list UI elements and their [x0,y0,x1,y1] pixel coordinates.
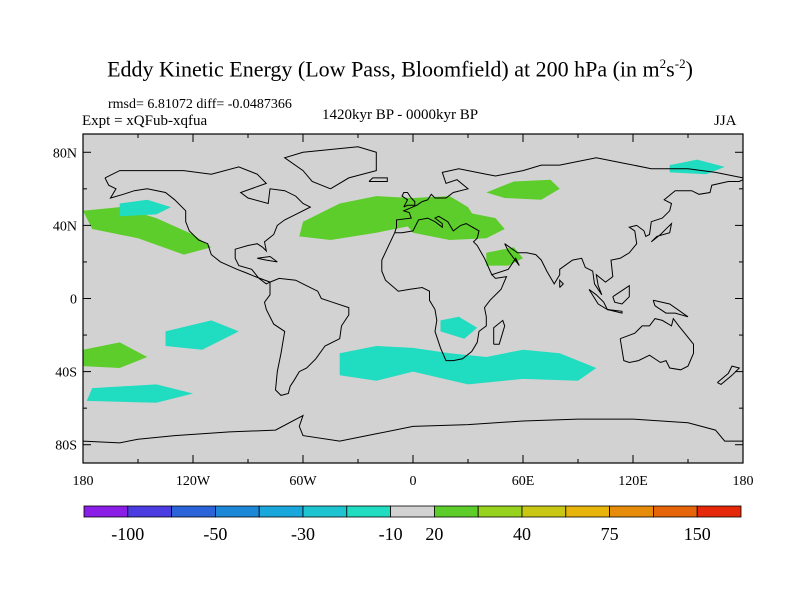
lon-tick-label: 60E [512,474,535,489]
coastline-7 [493,319,506,345]
period-label: 1420kyr BP - 0000kyr BP [322,107,479,123]
colorbar-box-4 [214,505,260,518]
colorbar-box-2 [127,505,173,518]
positive-anomaly-1 [83,207,212,255]
coastline-3 [394,157,744,233]
title-text: Eddy Kinetic Energy (Low Pass, Bloomfiel… [107,56,660,82]
colorbar-box-5 [258,505,304,518]
coastline-16 [716,365,741,385]
positive-anomaly-6 [83,342,148,368]
lon-tick-label: 120E [618,474,648,489]
positive-anomaly-3 [403,212,505,240]
coastline-11 [650,222,673,243]
title-close: ) [685,56,693,82]
lat-tick-label: 80N [53,146,77,161]
lat-tick-label: 40S [55,366,77,381]
coastline-8 [401,192,416,208]
coastline-2 [263,277,350,396]
lat-tick-label: 80S [55,439,77,454]
colorbar-box-8 [390,505,435,518]
lon-tick-label: 180 [73,474,94,489]
colorbar-label: 75 [601,524,619,544]
negative-anomaly-9 [339,346,597,385]
coastline-15 [652,299,689,318]
coastline-12 [588,288,609,311]
map-background [83,134,743,463]
experiment-label: Expt = xQFub-xqfua [82,113,208,129]
negative-anomaly-11 [165,320,239,350]
coastline-10 [368,177,388,182]
colorbar-label: 20 [425,524,443,544]
colorbar-label: -30 [291,524,315,544]
colorbar-box-6 [302,505,348,518]
lon-tick-label: 180 [733,474,754,489]
lat-tick-label: 40N [53,219,77,234]
colorbar-label: -10 [379,524,403,544]
lon-tick-label: 60W [289,474,317,489]
lon-tick-label: 0 [410,474,417,489]
colorbar-box-3 [171,505,216,518]
colorbar-box-12 [565,505,610,518]
coastline-6 [619,317,694,371]
negative-anomaly-10 [440,316,478,339]
colorbar-box-14 [653,505,698,518]
colorbar-box-1 [83,505,129,518]
coastline-18 [257,255,278,263]
title-exponent-1: 2 [659,56,667,71]
colorbar-box-15 [696,505,742,518]
positive-anomaly-4 [486,179,560,200]
colorbar-box-10 [477,505,523,518]
colorbar-box-13 [609,505,654,518]
negative-anomaly-8 [86,384,193,403]
coastline-4 [394,179,744,296]
colorbar-label: -100 [111,524,144,544]
stats-label: rmsd= 6.81072 diff= -0.0487366 [108,97,292,112]
lon-tick-label: 120W [176,474,211,489]
coastline-14 [612,284,630,305]
colorbar-label: -50 [203,524,227,544]
coastline-19 [559,278,565,288]
lat-tick-label: 0 [70,293,77,308]
coastline-5 [381,232,508,362]
colorbar-box-9 [433,505,479,518]
coastline-17 [82,414,743,444]
coastline-13 [607,309,623,314]
colorbar-box-11 [521,505,567,518]
colorbar-label: 150 [684,524,711,544]
negative-anomaly-12 [669,159,725,175]
coastline-9 [283,146,377,190]
season-label: JJA [714,113,737,129]
plot-title: Eddy Kinetic Energy (Low Pass, Bloomfiel… [0,56,800,82]
title-exponent-2: -2 [674,56,686,71]
colorbar-label: 40 [513,524,531,544]
colorbar-box-7 [346,505,391,518]
coastline-1 [104,166,312,285]
title-unit-s: s [666,56,675,82]
negative-anomaly-7 [119,199,171,217]
